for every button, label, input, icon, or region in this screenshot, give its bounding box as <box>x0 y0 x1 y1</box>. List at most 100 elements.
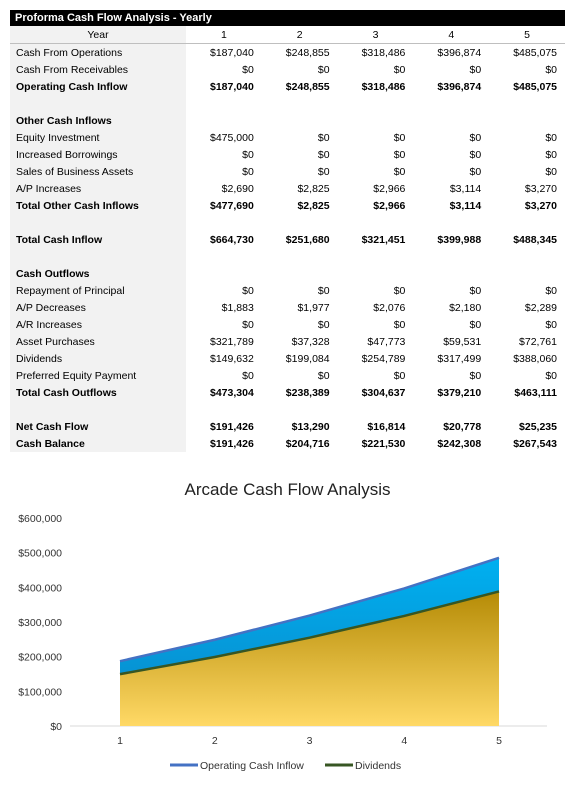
cell-value: $0 <box>469 165 482 178</box>
table-row: Operating Cash Inflow $187,040 $248,855 $31… <box>10 78 565 95</box>
cell-value: $2,180 <box>449 301 482 314</box>
table-row: A/P Increases $2,690 $2,825 $2,966 $3,114 $3,… <box>10 180 565 197</box>
cell-value: $187,040 <box>210 80 254 93</box>
cell-value: $0 <box>469 63 482 76</box>
cell-value: $0 <box>317 318 330 331</box>
cell-value: $0 <box>469 284 482 297</box>
row-label: Dividends <box>10 350 186 367</box>
cell-value: $388,060 <box>513 352 557 365</box>
cell-value <box>338 112 414 129</box>
cell-value: $318,486 <box>361 80 406 93</box>
cash-flow-table: Year 1 2 3 4 5 Cash From Operations $187,040 $24… <box>10 26 565 452</box>
row-label: Sales of Business Assets <box>10 163 186 180</box>
cell-value: $187,040 <box>210 46 254 59</box>
cell-value: $0 <box>469 131 482 144</box>
legend-label: Dividends <box>355 760 401 772</box>
cell-value: $0 <box>242 369 254 382</box>
blank-cell <box>489 248 565 265</box>
cash-flow-chart: Arcade Cash Flow Analysis $0 $100,000 $200… <box>10 470 565 780</box>
blank-cell <box>489 95 565 112</box>
chart-canvas: $0 $100,000 $200,000 $300,000 $400,000 $500,0… <box>18 513 547 772</box>
cell-value: $13,290 <box>291 420 330 433</box>
table-row: Cash From Operations $187,040 $248,855 $318… <box>10 43 565 61</box>
cell-value: $0 <box>242 63 254 76</box>
row-label: A/P Increases <box>10 180 186 197</box>
row-label: Total Cash Outflows <box>10 384 186 401</box>
blank-cell <box>413 248 489 265</box>
cell-value: $463,111 <box>514 386 557 399</box>
cell-value: $0 <box>317 284 330 297</box>
cell-value <box>489 112 565 129</box>
table-row: Asset Purchases $321,789 $37,328 $47,773 $59… <box>10 333 565 350</box>
cell-value: $0 <box>242 284 254 297</box>
cell-value: $2,289 <box>524 301 557 314</box>
blank-cell <box>186 248 262 265</box>
x-tick-label: 4 <box>401 735 407 747</box>
cell-value: $304,637 <box>361 386 406 399</box>
row-label: Net Cash Flow <box>10 418 186 435</box>
row-label: Increased Borrowings <box>10 146 186 163</box>
blank-cell <box>338 95 414 112</box>
blank-row <box>10 401 565 418</box>
cell-value: $0 <box>469 318 482 331</box>
table-header-row: Year 1 2 3 4 5 <box>10 26 565 44</box>
blank-cell <box>338 214 414 231</box>
cell-value: $2,966 <box>373 182 406 195</box>
year-column-header: 2 <box>261 26 338 44</box>
table-row: Increased Borrowings $0 $0 $0 $0 $0 <box>10 146 565 163</box>
table-row: Cash Balance $191,426 $204,716 $221,530 $242… <box>10 435 565 452</box>
table-row: Preferred Equity Payment $0 $0 $0 $0 $0 <box>10 367 565 384</box>
blank-cell <box>489 214 565 231</box>
blank-cell <box>338 401 414 418</box>
y-tick-label: $100,000 <box>18 686 62 698</box>
year-column-header: 1 <box>186 26 262 44</box>
cell-value: $0 <box>545 148 557 161</box>
cell-value <box>413 112 489 129</box>
cell-value: $2,690 <box>221 182 254 195</box>
cell-value: $321,451 <box>361 233 406 246</box>
table-row: Total Cash Inflow $664,730 $251,680 $321,45… <box>10 231 565 248</box>
cell-value <box>186 265 262 282</box>
blank-row <box>10 214 565 231</box>
cell-value: $37,328 <box>291 335 330 348</box>
cell-value: $0 <box>545 63 557 76</box>
cell-value: $399,988 <box>437 233 482 246</box>
blank-cell <box>10 95 186 112</box>
y-tick-label: $300,000 <box>18 617 62 629</box>
cell-value: $0 <box>393 369 406 382</box>
table-row: A/P Decreases $1,883 $1,977 $2,076 $2,180 $2,… <box>10 299 565 316</box>
cell-value: $267,543 <box>513 437 557 450</box>
cell-value: $254,789 <box>361 352 406 365</box>
cell-value: $0 <box>545 131 557 144</box>
cell-value <box>262 112 338 129</box>
blank-cell <box>413 401 489 418</box>
cell-value: $20,778 <box>443 420 482 433</box>
table-row: Net Cash Flow $191,426 $13,290 $16,814 $20,7… <box>10 418 565 435</box>
table-row: A/R Increases $0 $0 $0 $0 $0 <box>10 316 565 333</box>
cell-value: $251,680 <box>285 233 330 246</box>
blank-row <box>10 95 565 112</box>
y-tick-label: $500,000 <box>18 548 62 560</box>
blank-cell <box>186 214 262 231</box>
cell-value: $317,499 <box>437 352 482 365</box>
cell-value: $477,690 <box>210 199 254 212</box>
cell-value: $221,530 <box>361 437 406 450</box>
cell-value: $0 <box>317 148 330 161</box>
cell-value: $3,270 <box>524 199 557 212</box>
cell-value: $0 <box>317 165 330 178</box>
blank-cell <box>10 214 186 231</box>
cell-value: $0 <box>317 369 330 382</box>
cash-flow-sheet: Proforma Cash Flow Analysis - Yearly Yea… <box>10 10 565 452</box>
cell-value: $2,076 <box>373 301 406 314</box>
y-tick-label: $200,000 <box>18 652 62 664</box>
row-label: Cash From Receivables <box>10 61 186 78</box>
table-row: Other Cash Inflows <box>10 112 565 129</box>
table-row: Dividends $149,632 $199,084 $254,789 $317,49… <box>10 350 565 367</box>
cell-value: $0 <box>393 284 406 297</box>
year-column-header: 5 <box>489 26 565 44</box>
table-row: Sales of Business Assets $0 $0 $0 $0 $0 <box>10 163 565 180</box>
row-label: Cash From Operations <box>10 43 186 61</box>
cell-value: $3,114 <box>449 182 482 195</box>
cell-value: $248,855 <box>285 80 330 93</box>
cell-value: $0 <box>317 131 330 144</box>
